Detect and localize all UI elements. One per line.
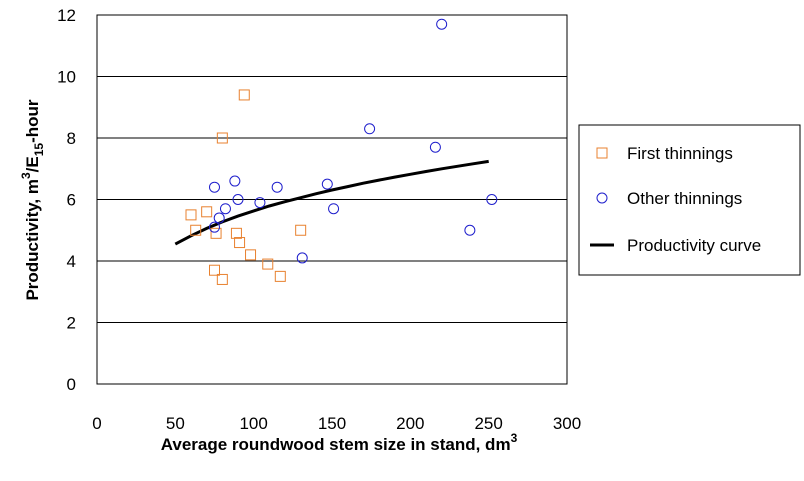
x-tick-label: 100 bbox=[239, 414, 267, 433]
first-thinnings-point bbox=[238, 89, 250, 101]
y-axis-title: Productivity, m3/E15-hour bbox=[19, 99, 46, 300]
x-tick-labels: 0 50 100 150 200 250 300 bbox=[92, 414, 581, 433]
y-tick-label: 6 bbox=[67, 191, 76, 210]
other-thinnings-point bbox=[213, 212, 225, 224]
x-tick-label: 250 bbox=[474, 414, 502, 433]
other-thinnings-point bbox=[254, 197, 266, 209]
y-tick-label: 10 bbox=[57, 68, 76, 87]
other-thinnings-point bbox=[209, 221, 220, 233]
legend-label-other-thinnings: Other thinnings bbox=[627, 189, 742, 208]
legend-label-first-thinnings: First thinnings bbox=[627, 144, 733, 163]
first-thinnings-point bbox=[245, 249, 257, 261]
first-thinnings-point bbox=[185, 209, 197, 221]
x-tick-label: 50 bbox=[166, 414, 185, 433]
y-tick-labels: 0 2 4 6 8 10 12 bbox=[57, 6, 76, 394]
legend-marker-first-thinnings bbox=[596, 147, 608, 159]
first-thinnings-point bbox=[262, 258, 274, 270]
other-thinnings-point bbox=[232, 194, 244, 205]
other-thinnings-point bbox=[328, 203, 340, 215]
y-tick-label: 2 bbox=[67, 314, 76, 333]
point-layer bbox=[185, 18, 498, 285]
first-thinnings-point bbox=[210, 227, 222, 239]
legend-box bbox=[578, 124, 801, 276]
other-thinnings-point bbox=[364, 123, 376, 135]
first-thinnings-point bbox=[230, 227, 242, 239]
other-thinnings-point bbox=[436, 18, 448, 30]
other-thinnings-point bbox=[296, 252, 308, 264]
y-tick-label: 12 bbox=[57, 6, 76, 25]
other-thinnings-point bbox=[464, 224, 476, 236]
x-tick-label: 300 bbox=[553, 414, 581, 433]
x-tick-label: 150 bbox=[318, 414, 346, 433]
y-tick-label: 4 bbox=[67, 252, 76, 271]
other-thinnings-point bbox=[486, 194, 498, 205]
x-tick-label: 0 bbox=[92, 414, 101, 433]
first-thinnings-point bbox=[201, 206, 213, 218]
legend: First thinnings Other thinnings Producti… bbox=[578, 124, 801, 276]
first-thinnings-point bbox=[234, 237, 246, 249]
other-thinnings-point bbox=[229, 175, 241, 187]
first-thinnings-point bbox=[209, 264, 220, 276]
first-thinnings-point bbox=[274, 270, 286, 282]
first-thinnings-point bbox=[295, 224, 307, 236]
first-thinnings-point bbox=[216, 273, 228, 285]
legend-marker-other-thinnings bbox=[596, 192, 608, 204]
x-tick-label: 200 bbox=[396, 414, 424, 433]
first-thinnings-point bbox=[216, 132, 228, 144]
y-tick-label: 8 bbox=[67, 129, 76, 148]
y-tick-label: 0 bbox=[67, 375, 76, 394]
other-thinnings-point bbox=[271, 181, 283, 193]
other-thinnings-point bbox=[209, 181, 220, 193]
productivity-curve bbox=[174, 159, 489, 246]
curve-layer bbox=[174, 159, 489, 246]
other-thinnings-point bbox=[321, 178, 333, 190]
first-thinnings-point bbox=[190, 224, 202, 236]
other-thinnings-point bbox=[429, 141, 441, 153]
other-thinnings-point bbox=[219, 203, 231, 215]
legend-label-productivity-curve: Productivity curve bbox=[627, 236, 761, 255]
x-axis-title: Average roundwood stem size in stand, dm… bbox=[161, 431, 518, 454]
plot-area bbox=[96, 14, 568, 385]
